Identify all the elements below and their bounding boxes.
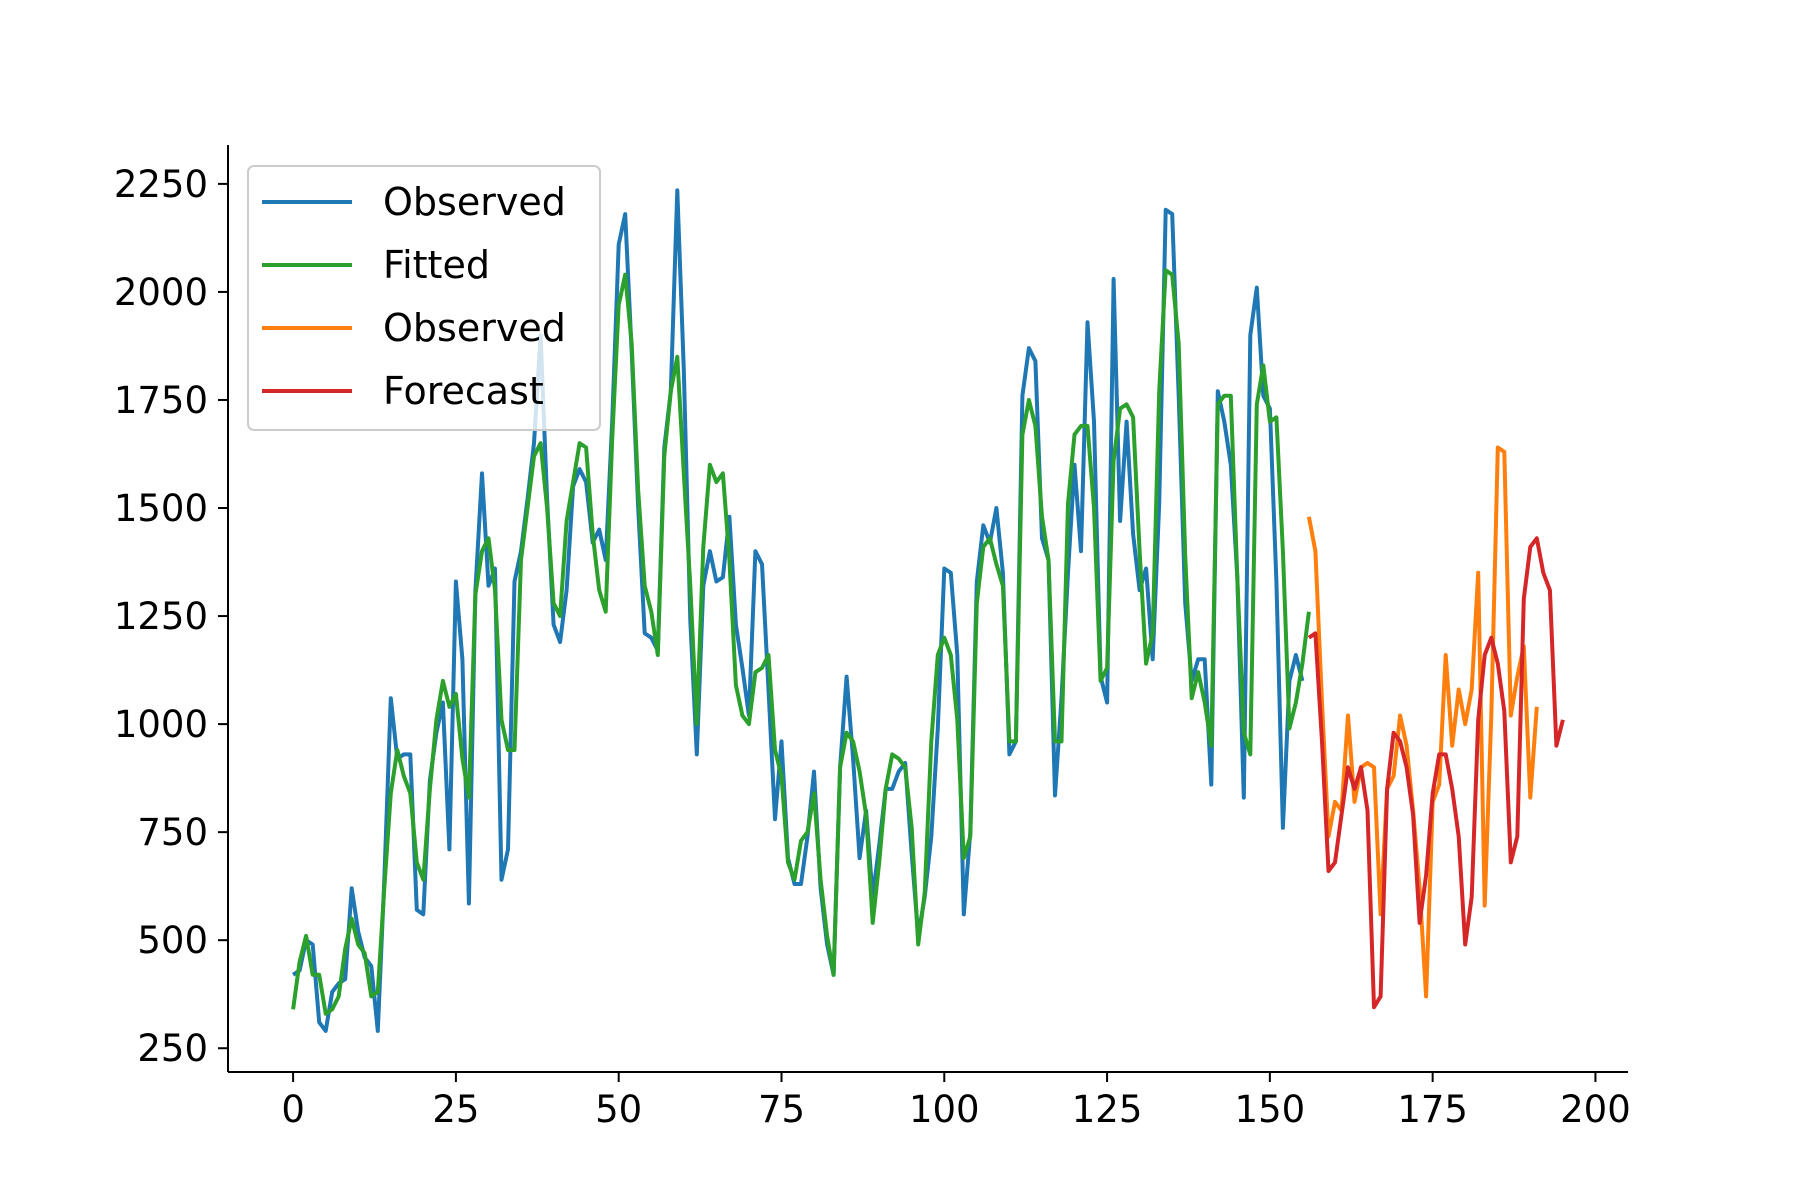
legend-label: Forecast [383,369,544,413]
legend-box [247,165,601,431]
series-line-3 [1306,445,1539,999]
x-ticks: 0 25 50 75 100 125 150 175 200 [281,1072,1631,1131]
series-layer [291,188,1565,1033]
x-tick-label: 200 [1560,1088,1631,1131]
series-line-1 [291,188,1305,1033]
x-tick-label: 50 [595,1088,642,1131]
y-tick-label: 1250 [114,595,208,638]
x-tick-label: 125 [1072,1088,1143,1131]
x-tick-label: 25 [432,1088,479,1131]
x-tick-label: 150 [1235,1088,1306,1131]
legend-label: Fitted [383,243,490,287]
y-tick-label: 2000 [114,271,208,314]
y-tick-label: 1000 [114,703,208,746]
x-tick-label: 75 [758,1088,805,1131]
y-ticks: 250 500 750 1000 1250 1500 1750 2000 2250 [114,163,228,1070]
y-tick-label: 2250 [114,163,208,206]
y-tick-label: 750 [137,811,208,854]
y-tick-label: 250 [137,1027,208,1070]
legend-items: Observed Fitted Observed Forecast [262,180,566,413]
legend-label: Observed [383,306,566,350]
y-tick-label: 500 [137,919,208,962]
legend-label: Observed [383,180,566,224]
x-tick-label: 0 [281,1088,305,1131]
y-tick-label: 1500 [114,487,208,530]
series-line-2 [291,268,1311,1016]
legend: Observed Fitted Observed Forecast [247,165,601,431]
axes [227,145,1628,1073]
series-line-4 [1307,536,1565,1010]
y-tick-label: 1750 [114,379,208,422]
x-tick-label: 175 [1397,1088,1468,1131]
x-tick-label: 100 [909,1088,980,1131]
